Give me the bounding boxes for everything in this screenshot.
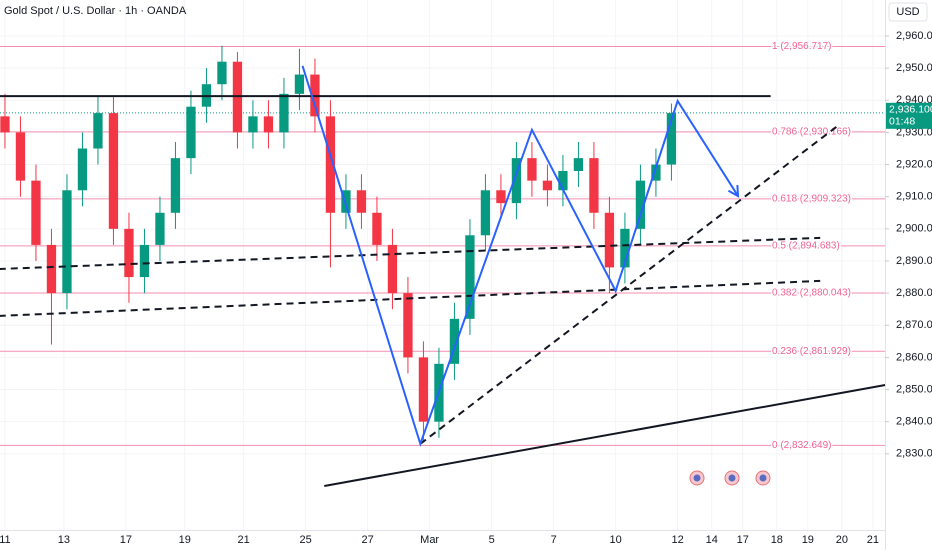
x-tick-label: 17	[737, 534, 749, 546]
candle-body	[573, 158, 584, 171]
candle-body	[248, 116, 258, 133]
candle-body	[635, 180, 646, 229]
candle-body	[279, 93, 289, 133]
x-tick-label: 19	[802, 534, 814, 546]
candle-body	[263, 116, 274, 133]
y-tick-label: 2,960.000	[896, 30, 932, 42]
x-tick-label: 27	[362, 534, 374, 546]
x-tick-label: 19	[179, 534, 191, 546]
fib-label: 0 (2,832.649)	[772, 440, 832, 451]
candle-body	[465, 235, 475, 319]
fib-label: 0.786 (2,930.166)	[772, 127, 851, 138]
currency-label: USD	[896, 6, 919, 18]
candle-body	[15, 132, 26, 181]
last-price-badge	[886, 102, 932, 129]
x-tick-label: 5	[489, 534, 495, 546]
y-tick-label: 2,910.000	[896, 191, 932, 203]
candle-body	[589, 158, 599, 213]
candle-body	[294, 74, 305, 94]
candle-body	[0, 116, 10, 133]
candle-body	[403, 293, 413, 358]
candle-body	[139, 244, 150, 278]
trend-line	[324, 384, 886, 487]
candle-body	[124, 228, 134, 278]
y-tick-label: 2,890.000	[896, 255, 932, 267]
y-tick-label: 2,920.000	[896, 158, 932, 170]
x-tick-label: 14	[706, 534, 718, 546]
candle-body	[527, 158, 537, 181]
candle-body	[93, 113, 103, 149]
plot: 1 (2,956.717) 0.786 (2,930.166) 0.618 (2,9…	[0, 40, 886, 487]
candle-body	[666, 113, 677, 165]
event-icons	[689, 470, 771, 486]
candle-body	[558, 170, 568, 191]
grid	[0, 0, 885, 530]
currency-button[interactable]	[888, 2, 928, 22]
candle-body	[418, 357, 429, 422]
y-tick-label: 2,850.000	[896, 383, 932, 395]
candle-body	[449, 318, 460, 364]
x-tick-label: 21	[238, 534, 250, 546]
candle-body	[372, 212, 382, 245]
trend-line	[301, 65, 739, 448]
x-tick-label: 12	[671, 534, 683, 546]
candle-body	[77, 148, 88, 191]
candle-body	[46, 244, 57, 294]
candle-body	[217, 61, 227, 85]
fib-label: 0.382 (2,880.043)	[772, 288, 851, 299]
event-icon-flag	[728, 474, 736, 482]
trend-line-dashed	[419, 124, 840, 445]
candle-body	[511, 158, 522, 204]
x-tick-label: 21	[867, 534, 879, 546]
fib-label: 0.236 (2,861.929)	[772, 346, 851, 357]
event-icon-flag	[759, 474, 767, 482]
y-tick-label: 2,880.000	[896, 287, 932, 299]
candle-body	[604, 212, 615, 268]
candle-body	[31, 180, 41, 245]
candle-body	[155, 212, 165, 245]
y-tick-label: 2,900.000	[896, 223, 932, 235]
x-tick-label: Mar	[420, 534, 439, 546]
candle-body	[387, 244, 398, 294]
symbol-title: Gold Spot / U.S. Dollar · 1h · OANDA	[4, 5, 187, 17]
x-tick-label: 20	[836, 534, 848, 546]
fib-label: 0.5 (2,894.683)	[772, 241, 840, 252]
arrow-head	[727, 185, 740, 198]
candle-body	[108, 113, 119, 229]
last-price-label: 2,936.100	[889, 104, 932, 116]
candle-body	[170, 158, 181, 213]
candle-body	[62, 190, 72, 294]
y-tick-label: 2,950.000	[896, 62, 932, 74]
y-tick-label: 2,870.000	[896, 319, 932, 331]
fib-label: 0.618 (2,909.323)	[772, 194, 851, 205]
fib-label: 1 (2,956.717)	[772, 41, 832, 52]
event-icon-flag	[693, 474, 701, 482]
x-tick-label: 7	[551, 534, 557, 546]
x-tick-label: 25	[300, 534, 312, 546]
countdown-label: 01:48	[889, 116, 915, 128]
candle-body	[480, 190, 491, 236]
candle-body	[356, 190, 367, 213]
y-tick-label: 2,830.000	[896, 448, 932, 460]
candle-body	[186, 106, 196, 159]
x-tick-label: 17	[120, 534, 132, 546]
x-tick-label: 18	[771, 534, 783, 546]
x-tick-label: 10	[610, 534, 622, 546]
y-tick-label: 2,860.000	[896, 351, 932, 363]
candle-body	[496, 190, 506, 204]
y-tick-label: 2,840.000	[896, 416, 932, 428]
candle-body	[325, 116, 336, 213]
candle-body	[651, 164, 661, 181]
y-tick-label: 2,930.000	[896, 126, 932, 138]
candle-body	[542, 180, 553, 191]
x-tick-label: 11	[0, 534, 11, 546]
x-tick-label: 13	[58, 534, 70, 546]
candle-body	[620, 228, 630, 268]
candle-body	[341, 190, 351, 213]
trend-line-dashed	[0, 279, 821, 317]
